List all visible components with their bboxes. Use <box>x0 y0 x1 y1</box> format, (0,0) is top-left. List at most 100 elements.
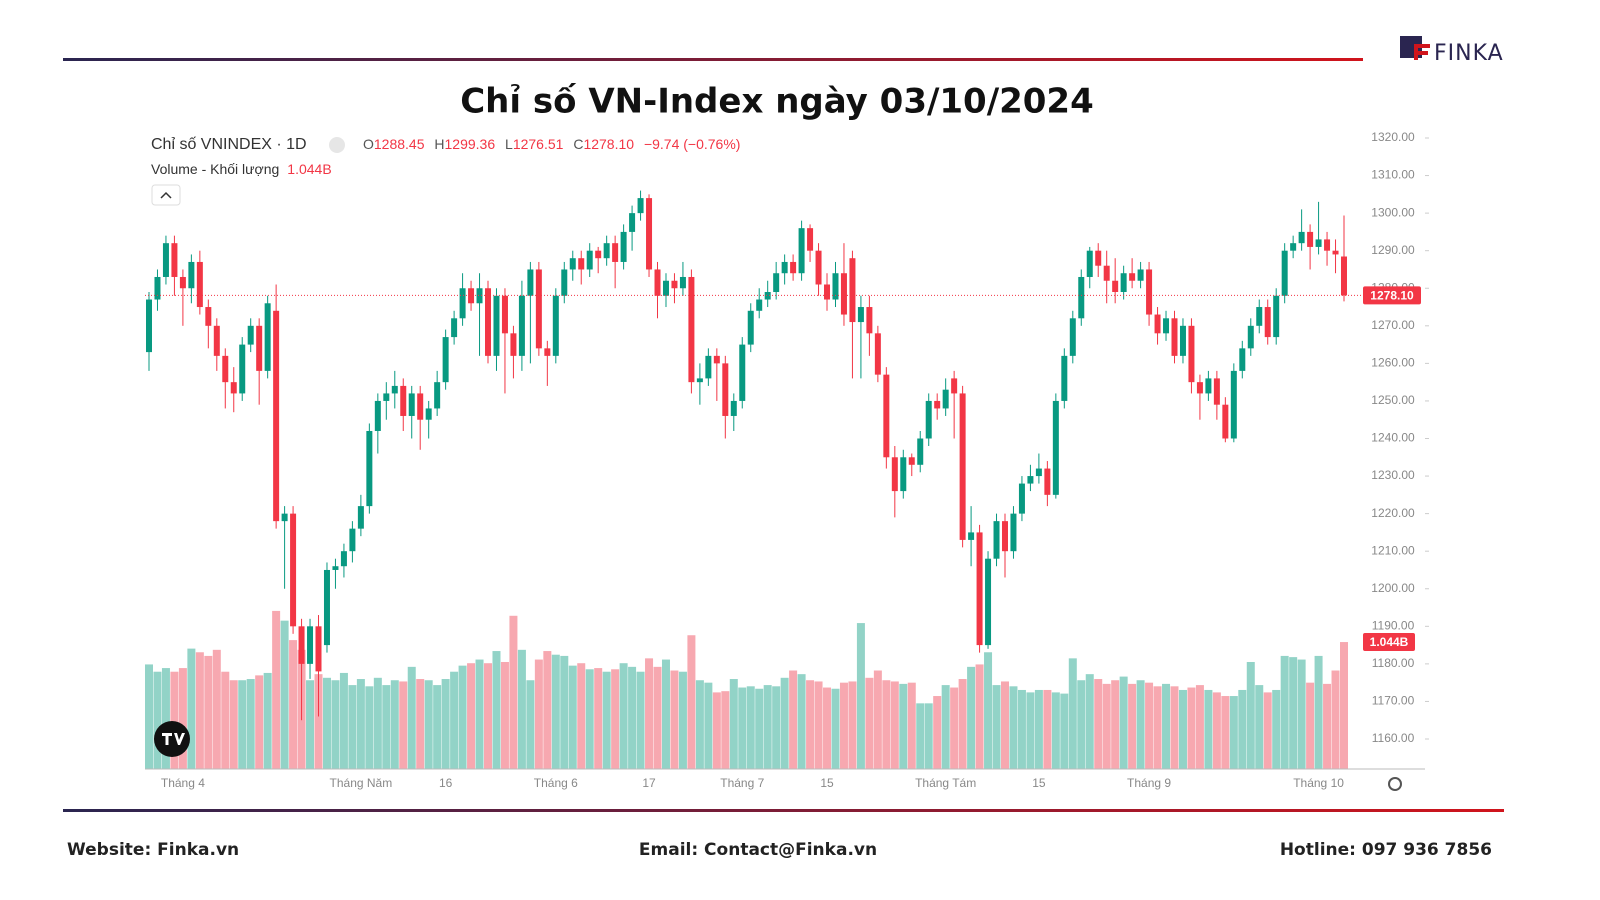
x-tick-label: Tháng Tám <box>915 776 976 790</box>
candle-body <box>1230 370 1237 439</box>
volume-bar <box>475 659 484 769</box>
volume-bar <box>865 677 874 769</box>
candle-body <box>307 626 314 664</box>
volume-bar <box>899 683 908 769</box>
candle-body <box>942 389 949 409</box>
candle-body <box>485 288 492 356</box>
volume-bar <box>1170 686 1179 769</box>
candle-body <box>629 213 636 232</box>
ohlc-readout: O1288.45 H1299.36 L1276.51 C1278.10 −9.7… <box>363 136 740 152</box>
volume-bar <box>1128 683 1137 769</box>
ohlc-letter: O <box>363 136 374 152</box>
volume-bar <box>1051 692 1060 769</box>
volume-bar <box>729 679 738 769</box>
bottom-rule <box>63 809 1504 812</box>
ohlc-value: 1278.10 <box>583 136 634 152</box>
volume-bar <box>1263 692 1272 769</box>
settings-icon[interactable] <box>1388 777 1402 791</box>
candle-body <box>1264 307 1271 338</box>
candle-body <box>1315 239 1322 247</box>
status-dot <box>329 137 345 153</box>
top-rule <box>63 58 1363 61</box>
candle-body <box>781 261 788 274</box>
candle-body <box>959 393 966 540</box>
candle-body <box>323 569 330 646</box>
volume-bar <box>322 677 331 769</box>
candle-body <box>527 269 534 296</box>
candle-body <box>1247 325 1254 349</box>
candle-body <box>552 295 559 356</box>
candle-body <box>1239 348 1246 371</box>
candle-body <box>273 310 280 522</box>
candle-body <box>391 385 398 394</box>
candle-body <box>968 532 975 540</box>
volume-bar <box>424 680 433 769</box>
volume-bar <box>653 666 662 769</box>
candle-body <box>578 258 585 270</box>
volume-bar <box>170 671 179 769</box>
candle-body <box>773 273 780 293</box>
volume-bar <box>399 681 408 769</box>
volume-bar <box>365 686 374 769</box>
candle-body <box>400 385 407 416</box>
footer-email: Email: Contact@Finka.vn <box>639 840 877 860</box>
volume-bar <box>1060 693 1069 769</box>
candle-body <box>1163 318 1170 334</box>
volume-bar <box>238 680 247 769</box>
volume-bar <box>1246 661 1255 769</box>
volume-title: Volume - Khối lượng <box>151 161 279 177</box>
candle-body <box>1179 325 1186 356</box>
volume-bar <box>1043 689 1052 769</box>
candle-body <box>501 295 508 334</box>
candle-body <box>883 374 890 458</box>
volume-bar <box>500 661 509 769</box>
candle-body <box>951 378 958 394</box>
tv-mark <box>162 733 185 745</box>
candle-body <box>544 348 551 356</box>
volume-bar <box>882 680 891 769</box>
candle-body <box>561 269 568 296</box>
candle-body <box>493 295 500 356</box>
volume-bar <box>831 688 840 769</box>
volume-bar <box>670 670 679 769</box>
ohlc-letter: C <box>573 136 583 152</box>
volume-bar <box>407 666 416 769</box>
volume-bar <box>661 659 670 769</box>
volume-bar <box>568 665 577 769</box>
volume-bar <box>153 671 162 769</box>
footer-website: Website: Finka.vn <box>67 840 239 860</box>
candle-body <box>815 250 822 285</box>
ohlc-value: 1276.51 <box>513 136 564 152</box>
volume-bar <box>1331 670 1340 769</box>
y-tick-label: 1170.00 <box>1372 694 1415 708</box>
candle-body <box>1069 318 1076 356</box>
candle-body <box>679 276 686 289</box>
volume-bar <box>856 623 865 769</box>
volume-bar <box>628 666 637 769</box>
title: Chỉ số VN-Index ngày 03/10/2024 <box>460 82 1094 122</box>
collapse-button[interactable] <box>151 184 181 206</box>
candle-body <box>154 276 161 300</box>
volume-bar <box>645 658 654 769</box>
volume-bar <box>1221 696 1230 769</box>
candle-body <box>1052 400 1059 495</box>
candle-body <box>315 626 322 672</box>
y-tick-label: 1210.00 <box>1371 543 1415 557</box>
volume-bar <box>526 680 535 769</box>
volume-bar <box>890 681 899 769</box>
volume-bar <box>1340 642 1348 769</box>
candle-body <box>1120 273 1127 293</box>
candle-body <box>900 457 907 492</box>
candle-body <box>408 393 415 416</box>
candle-body <box>1103 265 1110 281</box>
y-tick-label: 1160.00 <box>1372 731 1415 745</box>
candle-body <box>239 344 246 394</box>
volume-bar <box>755 688 764 769</box>
volume-bar <box>187 648 196 769</box>
volume-bar <box>1009 686 1018 769</box>
volume-bar <box>161 668 170 769</box>
volume-bar <box>509 615 518 769</box>
candle-body <box>298 626 305 664</box>
volume-bar <box>1026 692 1035 769</box>
